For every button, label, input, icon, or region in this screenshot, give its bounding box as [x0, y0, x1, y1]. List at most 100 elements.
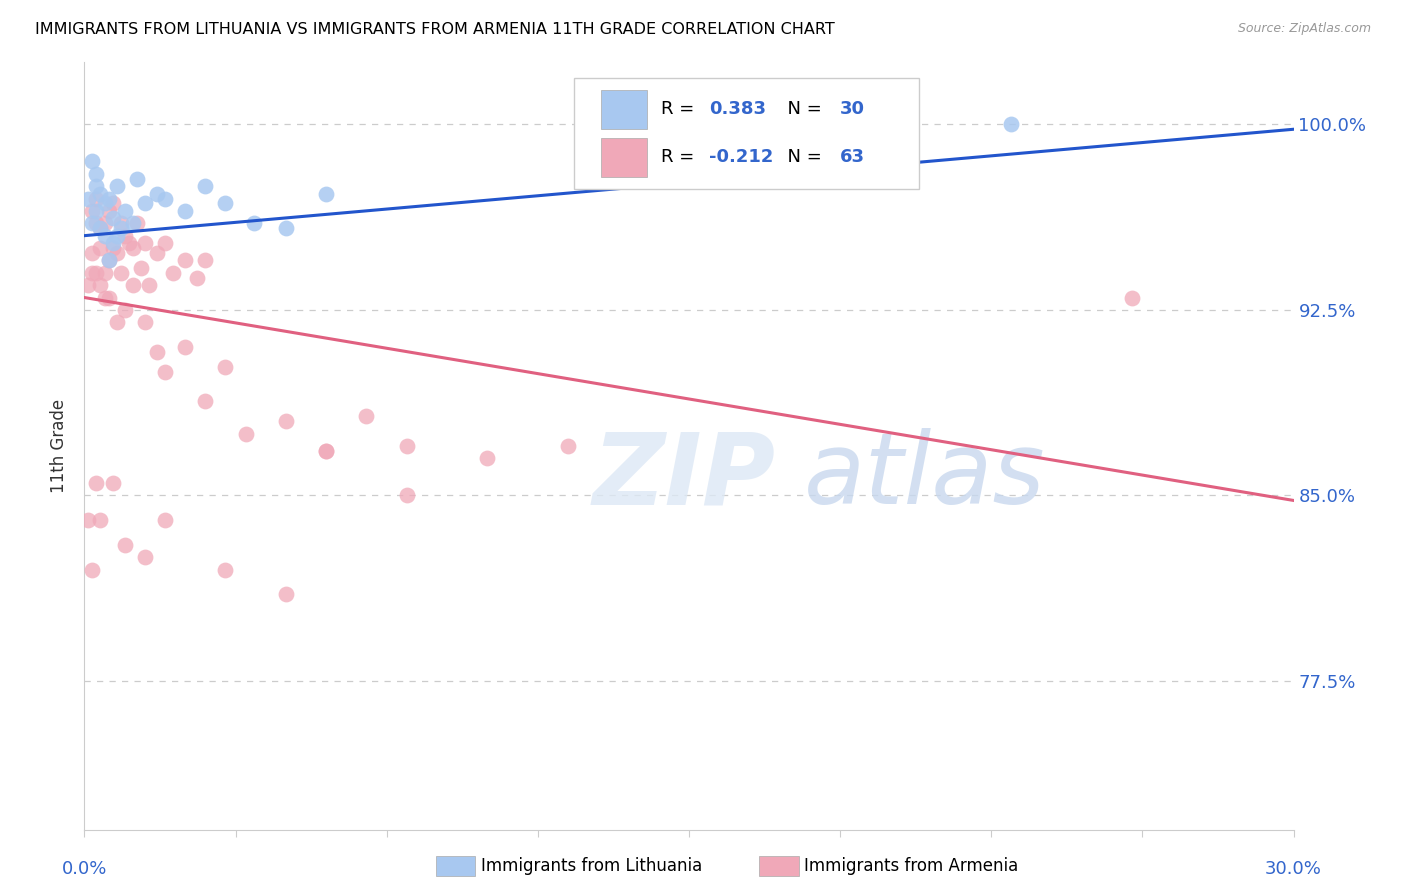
Point [395, 488, 418, 502]
Point [97, 192, 120, 206]
Text: Immigrants from Armenia: Immigrants from Armenia [804, 857, 1018, 875]
Point [214, 359, 236, 374]
Point [82, 216, 104, 230]
Text: 30.0%: 30.0% [1265, 860, 1322, 878]
Point [1000, 117, 1022, 131]
Point [105, 315, 128, 329]
FancyBboxPatch shape [600, 90, 647, 128]
Point [89, 278, 111, 293]
Point [174, 340, 197, 354]
Point [214, 563, 236, 577]
Point [110, 266, 132, 280]
Point [93, 196, 115, 211]
Point [121, 278, 143, 293]
FancyBboxPatch shape [574, 78, 918, 189]
Point [121, 216, 143, 230]
Point [93, 266, 115, 280]
Text: 63: 63 [841, 148, 865, 167]
Point [101, 241, 124, 255]
Point [114, 228, 136, 243]
Point [89, 221, 111, 235]
Text: IMMIGRANTS FROM LITHUANIA VS IMMIGRANTS FROM ARMENIA 11TH GRADE CORRELATION CHAR: IMMIGRANTS FROM LITHUANIA VS IMMIGRANTS … [35, 22, 835, 37]
Point [153, 513, 176, 527]
Point [274, 414, 297, 428]
Point [97, 253, 120, 268]
Point [138, 278, 160, 293]
Text: R =: R = [661, 148, 700, 167]
Point [89, 241, 111, 255]
Point [101, 196, 124, 211]
Point [114, 203, 136, 218]
Point [134, 550, 156, 565]
Point [146, 345, 169, 359]
Point [315, 444, 337, 458]
Point [82, 266, 104, 280]
Point [121, 241, 143, 255]
Point [118, 236, 141, 251]
Point [86, 179, 108, 194]
Point [86, 216, 108, 230]
Text: N =: N = [776, 148, 828, 167]
Text: atlas: atlas [804, 428, 1046, 525]
Point [97, 253, 120, 268]
Text: Immigrants from Lithuania: Immigrants from Lithuania [481, 857, 702, 875]
Point [274, 221, 297, 235]
Text: 0.383: 0.383 [710, 101, 766, 119]
Point [82, 563, 104, 577]
Point [1121, 291, 1143, 305]
Text: -0.212: -0.212 [710, 148, 773, 167]
Point [395, 439, 418, 453]
Point [101, 236, 124, 251]
Point [105, 246, 128, 260]
Point [101, 211, 124, 226]
Point [97, 291, 120, 305]
Point [125, 216, 148, 230]
Point [194, 394, 217, 409]
Point [105, 179, 128, 194]
Point [86, 203, 108, 218]
Point [86, 266, 108, 280]
Point [153, 236, 176, 251]
Text: R =: R = [661, 101, 700, 119]
Text: 30: 30 [841, 101, 865, 119]
Point [174, 203, 197, 218]
Point [82, 246, 104, 260]
Point [235, 426, 257, 441]
Point [82, 203, 104, 218]
Point [557, 439, 579, 453]
Point [77, 192, 100, 206]
Point [89, 513, 111, 527]
Point [93, 228, 115, 243]
Point [125, 171, 148, 186]
Point [110, 216, 132, 230]
FancyBboxPatch shape [600, 138, 647, 177]
Point [89, 221, 111, 235]
Point [477, 451, 499, 466]
Point [93, 216, 115, 230]
Point [356, 409, 378, 424]
Point [186, 270, 208, 285]
Point [86, 192, 108, 206]
Point [77, 278, 100, 293]
Text: N =: N = [776, 101, 828, 119]
Point [274, 587, 297, 601]
Point [315, 186, 337, 201]
Point [174, 253, 197, 268]
Point [129, 260, 152, 275]
Point [105, 228, 128, 243]
Point [153, 192, 176, 206]
Y-axis label: 11th Grade: 11th Grade [51, 399, 69, 493]
Point [153, 365, 176, 379]
Text: ZIP: ZIP [592, 428, 775, 525]
Point [114, 538, 136, 552]
Point [146, 186, 169, 201]
Point [86, 167, 108, 181]
Point [146, 246, 169, 260]
Point [82, 154, 104, 169]
Point [242, 216, 264, 230]
Point [89, 186, 111, 201]
Point [101, 476, 124, 491]
Point [315, 444, 337, 458]
Point [134, 315, 156, 329]
Point [114, 302, 136, 317]
